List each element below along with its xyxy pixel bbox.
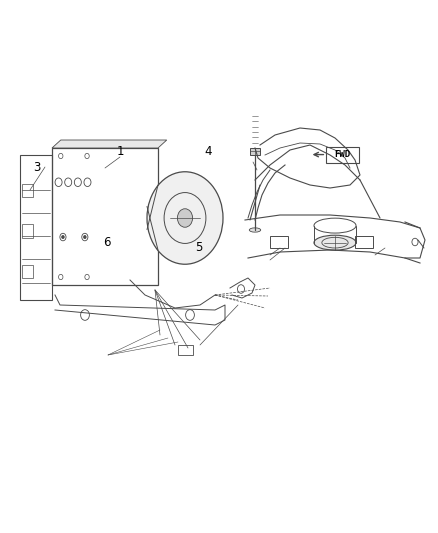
- Circle shape: [177, 209, 193, 227]
- Text: 3: 3: [34, 161, 41, 174]
- Polygon shape: [52, 140, 167, 148]
- Bar: [326, 147, 359, 163]
- Text: 1: 1: [117, 146, 124, 158]
- Bar: [22, 265, 33, 278]
- Text: 5: 5: [196, 241, 203, 254]
- Ellipse shape: [314, 235, 356, 250]
- Text: FWD: FWD: [335, 150, 351, 159]
- Bar: [178, 345, 193, 355]
- Bar: [52, 148, 158, 285]
- Circle shape: [62, 236, 64, 239]
- Text: 4: 4: [204, 146, 212, 158]
- Bar: [250, 148, 260, 155]
- Circle shape: [147, 172, 223, 264]
- Text: 6: 6: [103, 236, 111, 249]
- Bar: [20, 155, 52, 300]
- Bar: [22, 224, 33, 238]
- Circle shape: [84, 236, 86, 239]
- Bar: [270, 236, 287, 248]
- Bar: [355, 236, 373, 248]
- Bar: [22, 184, 33, 197]
- Ellipse shape: [249, 228, 261, 232]
